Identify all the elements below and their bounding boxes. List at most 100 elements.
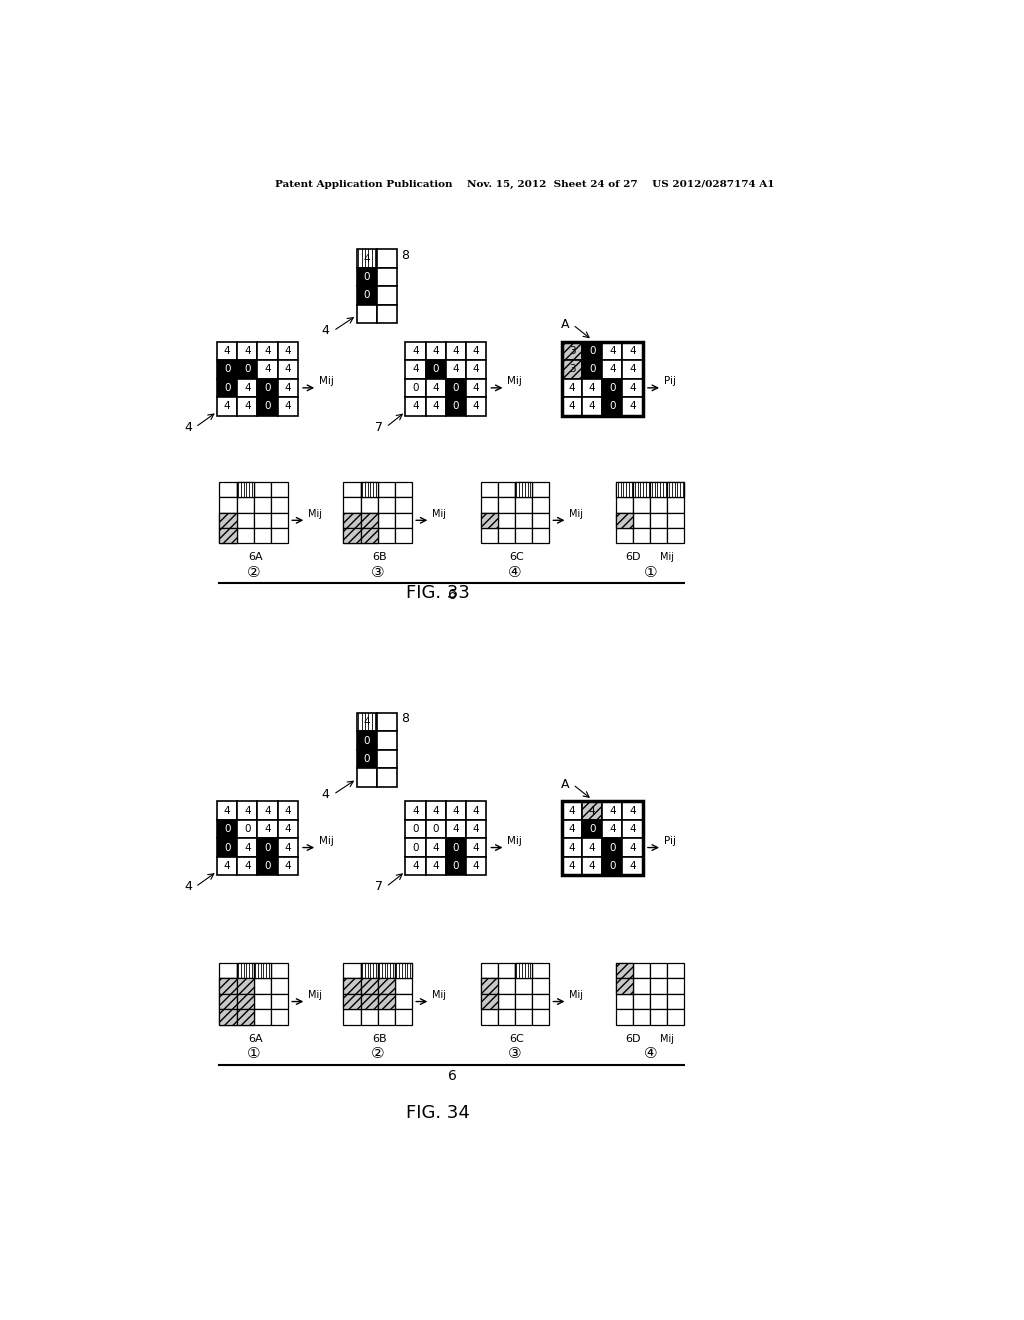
Bar xyxy=(426,801,445,820)
Text: 4: 4 xyxy=(453,824,459,834)
Bar xyxy=(237,1010,254,1024)
Text: 4: 4 xyxy=(629,805,636,816)
Bar xyxy=(616,512,633,528)
Bar xyxy=(219,994,237,1010)
Bar xyxy=(356,731,377,750)
Bar xyxy=(360,978,378,994)
Text: 4: 4 xyxy=(568,824,575,834)
Text: Mij: Mij xyxy=(569,990,583,1001)
Bar xyxy=(238,360,257,379)
Bar xyxy=(270,482,288,498)
Bar xyxy=(583,397,602,416)
Bar xyxy=(406,360,426,379)
Bar xyxy=(254,1010,270,1024)
Bar xyxy=(623,838,643,857)
Bar xyxy=(445,801,466,820)
Bar xyxy=(219,978,237,994)
Text: 4: 4 xyxy=(453,346,459,356)
Text: 4: 4 xyxy=(413,805,419,816)
Text: 0: 0 xyxy=(609,861,615,871)
Bar xyxy=(219,528,237,544)
Bar xyxy=(377,268,397,286)
Text: 4: 4 xyxy=(364,253,370,264)
Bar xyxy=(394,964,412,978)
Bar xyxy=(650,964,668,978)
Text: 4: 4 xyxy=(264,805,270,816)
Bar xyxy=(377,731,397,750)
Bar xyxy=(278,838,298,857)
Text: 4: 4 xyxy=(364,717,370,727)
Text: 4: 4 xyxy=(224,346,230,356)
Text: 4: 4 xyxy=(568,842,575,853)
Bar xyxy=(562,857,583,875)
Bar xyxy=(254,994,270,1010)
Bar xyxy=(254,528,270,544)
Text: FIG. 34: FIG. 34 xyxy=(407,1105,470,1122)
Bar xyxy=(616,482,633,498)
Bar xyxy=(219,994,237,1010)
Bar xyxy=(583,857,602,875)
Bar xyxy=(650,994,668,1010)
Bar xyxy=(668,964,684,978)
Text: 4: 4 xyxy=(432,861,439,871)
Bar xyxy=(445,397,466,416)
Text: 0: 0 xyxy=(413,842,419,853)
Bar xyxy=(406,342,426,360)
Bar xyxy=(562,342,583,360)
Text: 4: 4 xyxy=(264,346,270,356)
Text: 0: 0 xyxy=(453,383,459,393)
Text: 4: 4 xyxy=(629,401,636,412)
Bar xyxy=(378,994,394,1010)
Text: 6: 6 xyxy=(447,1069,457,1084)
Bar xyxy=(217,342,238,360)
Bar xyxy=(650,1010,668,1024)
Bar xyxy=(480,528,498,544)
Bar xyxy=(406,838,426,857)
Bar xyxy=(583,801,602,820)
Text: 4: 4 xyxy=(473,861,479,871)
Bar xyxy=(562,820,583,838)
Text: 4: 4 xyxy=(629,842,636,853)
Bar xyxy=(270,964,288,978)
Bar xyxy=(278,820,298,838)
Text: 4: 4 xyxy=(609,824,615,834)
Bar xyxy=(237,498,254,512)
Bar xyxy=(466,838,486,857)
Text: FIG. 33: FIG. 33 xyxy=(407,585,470,602)
Text: 4: 4 xyxy=(473,346,479,356)
Text: Mij: Mij xyxy=(318,836,334,846)
Bar xyxy=(480,1010,498,1024)
Text: Mij: Mij xyxy=(308,990,322,1001)
Bar xyxy=(498,994,515,1010)
Text: 4: 4 xyxy=(473,805,479,816)
Bar xyxy=(406,397,426,416)
Bar xyxy=(343,978,360,994)
Bar xyxy=(270,512,288,528)
Bar xyxy=(356,286,377,305)
Bar xyxy=(257,360,278,379)
Bar xyxy=(360,482,378,498)
Text: 4: 4 xyxy=(285,401,291,412)
Bar xyxy=(602,801,623,820)
Text: 6B: 6B xyxy=(372,1034,386,1044)
Text: 0: 0 xyxy=(264,861,270,871)
Text: Mij: Mij xyxy=(308,508,322,519)
Bar xyxy=(356,249,377,268)
Bar xyxy=(257,342,278,360)
Bar xyxy=(633,482,650,498)
Text: ④: ④ xyxy=(508,565,521,581)
Bar xyxy=(602,397,623,416)
Bar xyxy=(668,978,684,994)
Bar xyxy=(633,482,650,498)
Text: ②: ② xyxy=(247,565,260,581)
Text: 0: 0 xyxy=(609,383,615,393)
Bar xyxy=(377,768,397,787)
Bar xyxy=(616,512,633,528)
Bar xyxy=(377,249,397,268)
Bar xyxy=(515,498,531,512)
Text: 4: 4 xyxy=(453,805,459,816)
Bar xyxy=(257,838,278,857)
Bar xyxy=(616,994,633,1010)
Bar xyxy=(219,964,237,978)
Text: 6C: 6C xyxy=(509,552,523,562)
